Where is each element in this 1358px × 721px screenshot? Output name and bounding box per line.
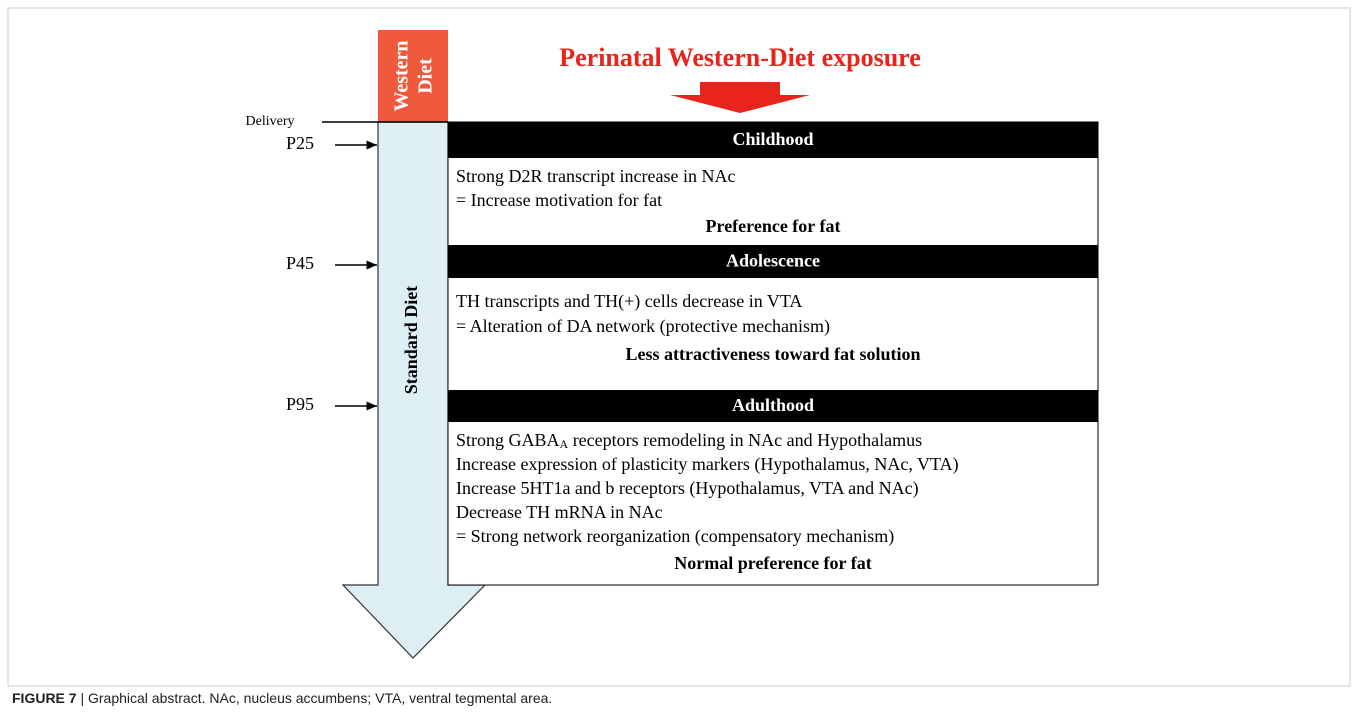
section-line: = Increase motivation for fat <box>456 190 662 210</box>
delivery-label: Delivery <box>246 114 295 129</box>
section-heading: Childhood <box>732 129 813 149</box>
section-line: TH transcripts and TH(+) cells decrease … <box>456 291 802 312</box>
caption-label: FIGURE 7 <box>12 690 77 706</box>
section-line: Increase 5HT1a and b receptors (Hypothal… <box>456 478 919 499</box>
section-conclusion: Less attractiveness toward fat solution <box>626 344 921 364</box>
section-line: Decrease TH mRNA in NAc <box>456 502 663 522</box>
timepoint-label: P45 <box>286 253 314 273</box>
figure-border <box>7 7 1351 687</box>
caption-text: | Graphical abstract. NAc, nucleus accum… <box>80 690 553 706</box>
section-line: Strong GABAA receptors remodeling in NAc… <box>456 430 922 451</box>
title: Perinatal Western-Diet exposure <box>559 43 921 72</box>
section-conclusion: Normal preference for fat <box>674 553 871 573</box>
section-heading: Adolescence <box>726 251 820 271</box>
western-diet-box <box>378 30 448 122</box>
timepoint-label: P25 <box>286 133 314 153</box>
main-box <box>447 121 1099 586</box>
title-arrow <box>670 82 810 113</box>
section-line: Strong D2R transcript increase in NAc <box>456 166 735 186</box>
line-rest: receptors remodeling in NAc and Hypothal… <box>568 430 922 450</box>
section-header <box>448 390 1098 422</box>
western-label: Western <box>391 40 413 111</box>
line-subscript: A <box>560 437 569 451</box>
section-conclusion: Preference for fat <box>706 216 841 236</box>
figure: Western Diet Standard Diet Perinatal Wes… <box>7 7 1351 687</box>
caption: FIGURE 7 | Graphical abstract. NAc, nucl… <box>12 690 552 706</box>
section-heading: Adulthood <box>732 395 814 415</box>
line-text: Strong GABA <box>456 430 560 450</box>
sections: P25 P45 P95 Childhood Strong D2R transcript … <box>286 122 1098 573</box>
standard-diet-label: Standard Diet <box>401 286 421 395</box>
section-line: = Strong network reorganization (compens… <box>456 526 894 547</box>
section-header <box>448 122 1098 158</box>
section-line: = Alteration of DA network (protective m… <box>456 316 830 337</box>
section-line: Increase expression of plasticity marker… <box>456 454 959 475</box>
diet-label: Diet <box>415 58 437 94</box>
timepoint-label: P95 <box>286 394 314 414</box>
section-header <box>448 245 1098 278</box>
